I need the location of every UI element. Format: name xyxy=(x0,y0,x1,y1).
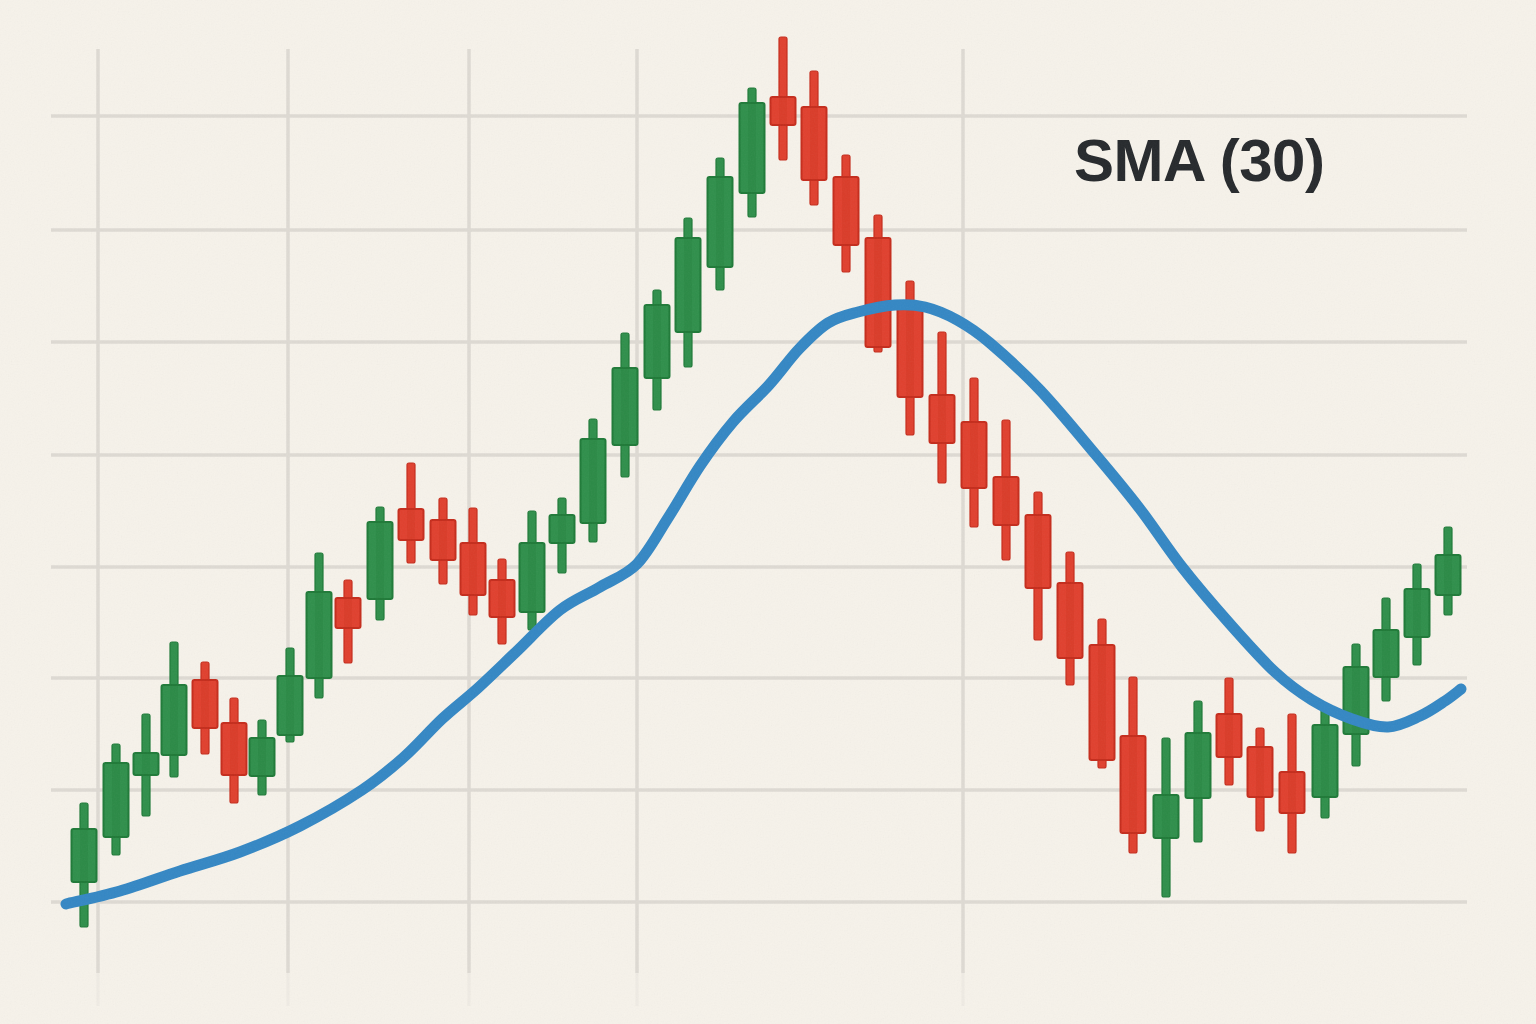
chart-canvas: SMA (30) xyxy=(0,0,1536,1024)
paper-texture-overlay xyxy=(0,0,1536,1024)
candlestick-chart: SMA (30) xyxy=(0,0,1536,1024)
